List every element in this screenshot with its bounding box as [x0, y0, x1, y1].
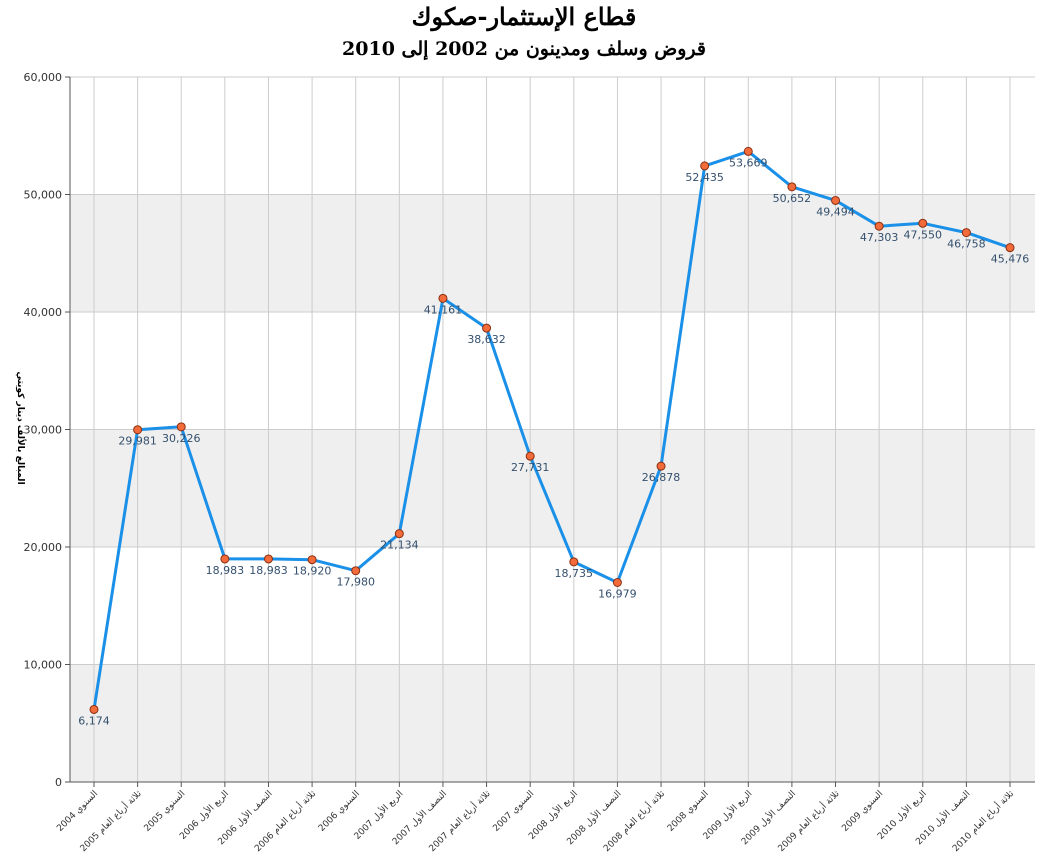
- chart-title: قطاع الإستثمار-صكوك: [411, 2, 637, 31]
- data-label: 17,980: [336, 576, 375, 589]
- data-point: [307, 555, 317, 565]
- data-label: 21,134: [380, 539, 419, 552]
- data-label: 6,174: [78, 714, 110, 727]
- data-point: [133, 425, 143, 435]
- y-tick-label: 50,000: [24, 189, 63, 202]
- data-point: [351, 566, 361, 576]
- axes: [65, 76, 1035, 787]
- y-tick-label: 40,000: [24, 306, 63, 319]
- data-label: 46,758: [947, 238, 986, 251]
- data-label: 41,161: [424, 303, 463, 316]
- y-tick-label: 0: [55, 776, 62, 789]
- data-label: 30,226: [162, 432, 201, 445]
- chart-subtitle: قروض وسلف ومدينون من 2002 إلى 2010: [342, 38, 706, 60]
- data-label: 50,652: [773, 192, 812, 205]
- data-point: [874, 221, 884, 231]
- x-tick-label: السنوي 2008: [666, 789, 711, 834]
- data-point: [700, 161, 710, 171]
- data-label: 47,303: [860, 231, 899, 244]
- series-line: [92, 149, 1012, 711]
- y-tick-label: 10,000: [24, 659, 63, 672]
- y-axis-label: المبالغ بالألف دينار كويتي: [15, 371, 27, 484]
- data-label: 49,494: [816, 205, 855, 218]
- data-point: [394, 529, 404, 539]
- data-point: [89, 704, 99, 714]
- data-point: [656, 461, 666, 471]
- data-label: 38,632: [467, 333, 506, 346]
- data-point: [263, 554, 273, 564]
- data-point: [220, 554, 230, 564]
- y-tick-label: 30,000: [24, 424, 63, 437]
- data-point: [961, 228, 971, 238]
- data-markers: [89, 146, 1015, 714]
- x-tick-label: السنوي 2004: [55, 789, 100, 834]
- data-point: [743, 146, 753, 156]
- data-label: 18,735: [555, 567, 594, 580]
- grid-band: [70, 664, 1035, 782]
- data-label: 18,983: [206, 564, 245, 577]
- data-label: 45,476: [991, 253, 1030, 266]
- grid-band: [70, 429, 1035, 547]
- data-point: [569, 557, 579, 567]
- data-label: 47,550: [904, 228, 943, 241]
- data-point: [918, 218, 928, 228]
- data-label: 29,981: [118, 435, 157, 448]
- y-ticks: 0 10,000 20,000 30,000 40,000 50,000 60,000: [24, 71, 63, 789]
- data-label: 18,920: [293, 565, 332, 578]
- data-label: 26,878: [642, 471, 681, 484]
- data-label: 53,669: [729, 156, 768, 169]
- grid-bands: [70, 194, 1035, 782]
- data-label: 27,731: [511, 461, 550, 474]
- data-label: 16,979: [598, 587, 637, 600]
- data-point: [525, 451, 535, 461]
- y-tick-label: 20,000: [24, 541, 63, 554]
- data-point: [612, 577, 622, 587]
- data-label: 18,983: [249, 564, 288, 577]
- x-tick-label: السنوي 2009: [840, 789, 885, 834]
- data-point: [831, 195, 841, 205]
- data-point: [438, 293, 448, 303]
- data-point: [176, 422, 186, 432]
- grid-band: [70, 194, 1035, 312]
- series-line-path: [92, 149, 1012, 711]
- data-point: [787, 182, 797, 192]
- data-labels: 6,174 29,981 30,226 18,983 18,983 18,920 17,98…: [78, 156, 1029, 727]
- x-tick-label: السنوي 2006: [317, 789, 362, 834]
- data-label: 52,435: [685, 171, 724, 184]
- gridlines: [70, 76, 1035, 783]
- x-tick-label: السنوي 2007: [491, 789, 536, 834]
- x-tick-label: السنوي 2005: [142, 789, 187, 834]
- data-point: [1005, 243, 1015, 253]
- data-point: [482, 323, 492, 333]
- y-tick-label: 60,000: [24, 71, 63, 84]
